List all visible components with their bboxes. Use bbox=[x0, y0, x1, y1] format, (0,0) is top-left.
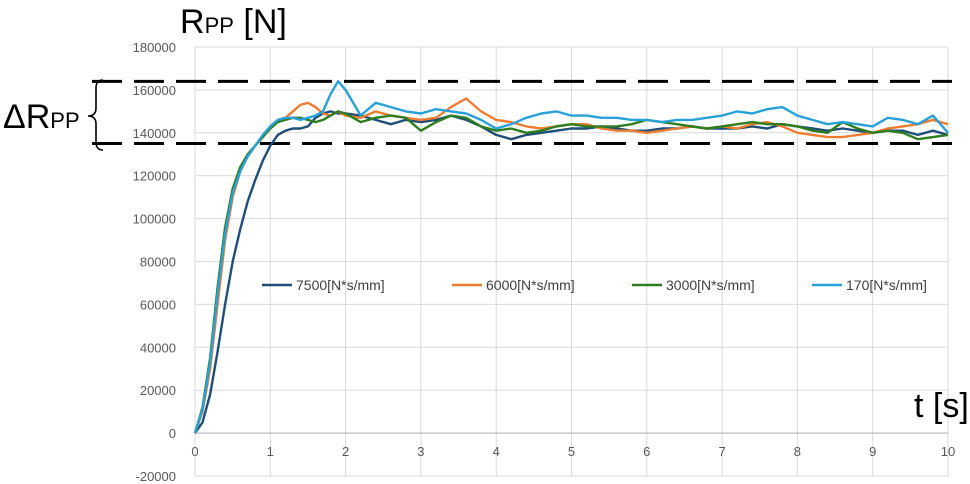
delta-r-label-main: ΔR bbox=[3, 98, 50, 136]
delta-band-lines bbox=[92, 79, 952, 146]
y-tick-label: 20000 bbox=[140, 383, 176, 398]
delta-r-label: ΔRPP bbox=[3, 98, 80, 136]
x-tick-label: 5 bbox=[568, 444, 575, 459]
y-axis-title-unit: [N] bbox=[234, 3, 287, 41]
y-tick-label: 180000 bbox=[133, 40, 176, 55]
y-tick-label: 140000 bbox=[133, 126, 176, 141]
x-tick-label: 2 bbox=[342, 444, 349, 459]
y-axis-title: RPP [N] bbox=[180, 3, 287, 41]
x-tick-label: 6 bbox=[643, 444, 650, 459]
x-tick-labels: 0 1 2 3 4 5 6 7 8 9 10 bbox=[191, 444, 955, 459]
y-tick-label: 0 bbox=[169, 426, 176, 441]
x-tick-label: 8 bbox=[794, 444, 801, 459]
legend-label: 3000[N*s/mm] bbox=[666, 277, 755, 293]
series-line-3 bbox=[193, 110, 949, 434]
legend-label: 170[N*s/mm] bbox=[846, 277, 927, 293]
x-tick-label: 4 bbox=[493, 444, 500, 459]
y-tick-labels: -20000 0 20000 40000 60000 80000 100000 120000 1… bbox=[133, 40, 176, 484]
legend: 7500[N*s/mm] 6000[N*s/mm] 3000[N*s/mm] 170[… bbox=[262, 277, 927, 293]
x-axis-title: t [s] bbox=[914, 387, 969, 425]
y-tick-label: 60000 bbox=[140, 297, 176, 312]
delta-r-brace bbox=[87, 79, 104, 151]
grid-lines bbox=[194, 46, 949, 477]
x-tick-label: 1 bbox=[267, 444, 274, 459]
y-tick-label: 80000 bbox=[140, 255, 176, 270]
y-axis-title-sub: PP bbox=[205, 13, 234, 38]
series-line-4 bbox=[193, 80, 949, 434]
y-tick-label: 160000 bbox=[133, 83, 176, 98]
delta-r-label-sub: PP bbox=[50, 108, 79, 133]
legend-label: 7500[N*s/mm] bbox=[296, 277, 385, 293]
y-tick-label: -20000 bbox=[136, 469, 176, 484]
y-tick-label: 40000 bbox=[140, 340, 176, 355]
legend-label: 6000[N*s/mm] bbox=[486, 277, 575, 293]
y-tick-label: 100000 bbox=[133, 212, 176, 227]
x-tick-label: 3 bbox=[417, 444, 424, 459]
series-lines bbox=[193, 80, 949, 434]
y-tick-label: 120000 bbox=[133, 169, 176, 184]
x-tick-label: 0 bbox=[191, 444, 198, 459]
x-tick-label: 9 bbox=[869, 444, 876, 459]
x-tick-label: 10 bbox=[941, 444, 955, 459]
x-tick-label: 7 bbox=[718, 444, 725, 459]
y-axis-title-main: R bbox=[180, 3, 205, 41]
